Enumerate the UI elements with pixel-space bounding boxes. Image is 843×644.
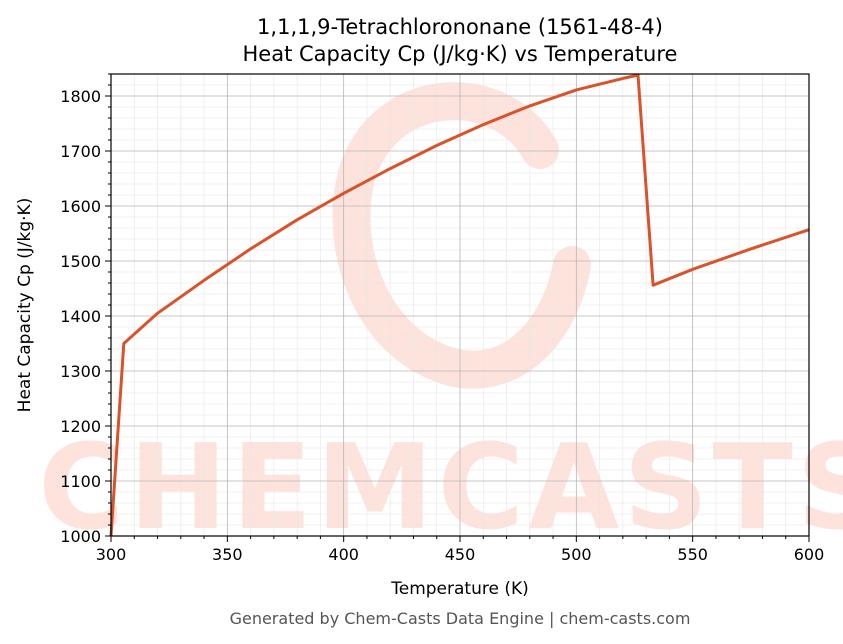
series-layer xyxy=(109,73,810,537)
y-axis: 1000 1100 1200 1300 1400 1500 1600 1700 1800 xyxy=(60,73,111,546)
x-tick-label: 300 xyxy=(96,545,127,564)
x-tick-label: 500 xyxy=(561,545,592,564)
y-tick-label: 1200 xyxy=(60,417,101,436)
y-tick-label: 1700 xyxy=(60,142,101,161)
x-tick-label: 400 xyxy=(328,545,359,564)
x-tick-label: 600 xyxy=(794,545,825,564)
x-tick-label: 550 xyxy=(677,545,708,564)
y-tick-label: 1300 xyxy=(60,362,101,381)
y-tick-label: 1600 xyxy=(60,197,101,216)
y-tick-label: 1100 xyxy=(60,472,101,491)
y-axis-label: Heat Capacity Cp (J/kg·K) xyxy=(15,198,35,413)
y-tick-label: 1400 xyxy=(60,307,101,326)
watermark-text: CHEMCASTS xyxy=(38,418,843,556)
y-tick-label: 1800 xyxy=(60,87,101,106)
x-tick-label: 450 xyxy=(445,545,476,564)
footer-text: Generated by Chem-Casts Data Engine | ch… xyxy=(230,609,691,628)
x-tick-label: 350 xyxy=(212,545,243,564)
x-axis-label: Temperature (K) xyxy=(390,579,529,599)
y-tick-label: 1000 xyxy=(60,527,101,546)
y-tick-label: 1500 xyxy=(60,252,101,271)
watermark: CHEMCASTS xyxy=(38,82,843,556)
watermark-logo-c xyxy=(332,82,591,389)
chart-title-line1: 1,1,1,9-Tetrachlorononane (1561-48-4) xyxy=(257,15,663,39)
chart-title-line2: Heat Capacity Cp (J/kg·K) vs Temperature xyxy=(243,42,678,66)
series-line xyxy=(109,73,810,537)
x-axis: 300 350 400 450 500 550 600 xyxy=(96,536,825,564)
